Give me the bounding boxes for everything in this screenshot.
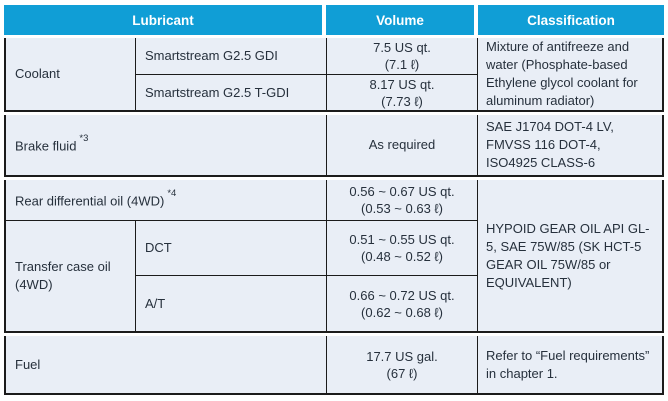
rear-differential-volume: 0.56 ~ 0.67 US qt. (0.53 ~ 0.63 ℓ) <box>326 180 477 221</box>
fuel-volume: 17.7 US gal. (67 ℓ) <box>326 336 477 393</box>
group-separator <box>4 112 664 115</box>
coolant-volume-tgdi: 8.17 US qt. (7.73 ℓ) <box>326 75 477 110</box>
transfer-case-at-volume: 0.66 ~ 0.72 US qt. (0.62 ~ 0.68 ℓ) <box>326 276 477 331</box>
transfer-case-dct: DCT <box>135 221 326 276</box>
header-lubricant: Lubricant <box>4 5 322 35</box>
group-gear-oil: Rear differential oil (4WD) *4 0.56 ~ 0.6… <box>4 180 664 333</box>
brake-fluid-volume: As required <box>326 115 477 175</box>
transfer-case-label: Transfer case oil (4WD) <box>6 221 135 331</box>
transfer-case-dct-volume: 0.51 ~ 0.55 US qt. (0.48 ~ 0.52 ℓ) <box>326 221 477 276</box>
gear-oil-classification: HYPOID GEAR OIL API GL-5, SAE 75W/85 (SK… <box>477 180 662 331</box>
header-classification: Classification <box>478 5 664 35</box>
transfer-case-at: A/T <box>135 276 326 331</box>
group-fuel: Fuel 17.7 US gal. (67 ℓ) Refer to “Fuel r… <box>4 336 664 395</box>
footnote-marker: *3 <box>79 133 89 145</box>
coolant-volume-gdi: 7.5 US qt. (7.1 ℓ) <box>326 38 477 75</box>
coolant-engine-gdi: Smartstream G2.5 GDI <box>135 38 326 75</box>
group-brake-fluid: Brake fluid *3 As required SAE J1704 DOT-… <box>4 115 664 177</box>
fuel-label: Fuel <box>6 336 326 393</box>
coolant-label: Coolant <box>6 38 135 110</box>
group-separator <box>4 177 664 180</box>
brake-fluid-label: Brake fluid *3 <box>6 115 326 175</box>
brake-fluid-classification: SAE J1704 DOT-4 LV, FMVSS 116 DOT-4, ISO… <box>477 115 662 175</box>
table-header-row: Lubricant Volume Classification <box>4 5 664 35</box>
coolant-engine-tgdi: Smartstream G2.5 T-GDI <box>135 75 326 110</box>
header-volume: Volume <box>326 5 474 35</box>
coolant-classification: Mixture of antifreeze and water (Phospha… <box>477 38 662 110</box>
group-separator <box>4 35 664 38</box>
footnote-marker: *4 <box>167 188 177 200</box>
rear-differential-label: Rear differential oil (4WD) *4 <box>6 180 326 221</box>
group-separator <box>4 333 664 336</box>
fuel-classification: Refer to “Fuel requirements” in chapter … <box>477 336 662 393</box>
group-coolant: Coolant Smartstream G2.5 GDI 7.5 US qt.(… <box>4 38 664 112</box>
